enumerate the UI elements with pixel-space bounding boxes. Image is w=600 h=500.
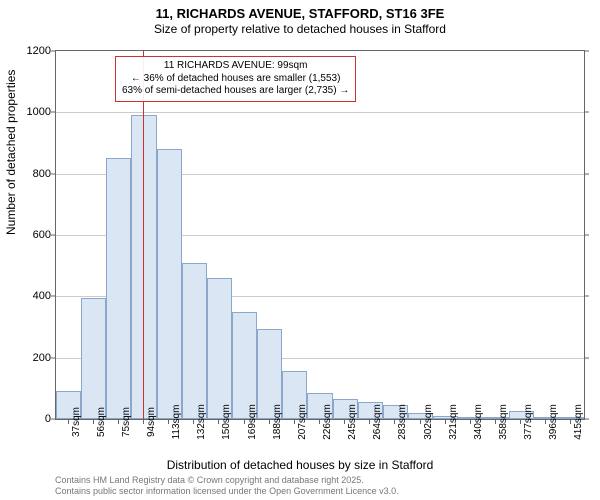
x-tick-label: 340sqm xyxy=(473,404,484,440)
x-tick-label: 169sqm xyxy=(247,404,258,440)
x-tick xyxy=(193,420,194,424)
x-tick-label: 377sqm xyxy=(523,404,534,440)
x-tick xyxy=(445,420,446,424)
plot-area xyxy=(55,50,585,420)
y-tick xyxy=(585,173,589,174)
y-tick-label: 600 xyxy=(11,229,51,241)
chart-container: 11, RICHARDS AVENUE, STAFFORD, ST16 3FE … xyxy=(0,0,600,500)
y-tick xyxy=(585,51,589,52)
x-tick-label: 396sqm xyxy=(548,404,559,440)
histogram-bar xyxy=(182,263,207,419)
x-tick xyxy=(570,420,571,424)
x-tick xyxy=(269,420,270,424)
x-tick xyxy=(394,420,395,424)
x-tick-label: 94sqm xyxy=(146,407,157,437)
y-tick xyxy=(585,296,589,297)
x-tick-label: 283sqm xyxy=(397,404,408,440)
x-tick-label: 132sqm xyxy=(196,404,207,440)
reference-line xyxy=(143,51,144,419)
y-tick-label: 400 xyxy=(11,290,51,302)
histogram-bar xyxy=(106,158,131,419)
y-tick-label: 800 xyxy=(11,168,51,180)
x-tick-label: 207sqm xyxy=(297,404,308,440)
y-tick xyxy=(51,235,55,236)
x-tick-label: 245sqm xyxy=(347,404,358,440)
y-tick-label: 200 xyxy=(11,352,51,364)
x-tick xyxy=(470,420,471,424)
y-axis-label: Number of detached properties xyxy=(4,70,18,235)
footer-line-1: Contains HM Land Registry data © Crown c… xyxy=(55,475,399,486)
y-tick xyxy=(51,419,55,420)
x-tick-label: 113sqm xyxy=(171,405,182,440)
x-tick xyxy=(143,420,144,424)
x-tick-label: 56sqm xyxy=(96,407,107,437)
chart-title: 11, RICHARDS AVENUE, STAFFORD, ST16 3FE xyxy=(0,0,600,22)
footer-attribution: Contains HM Land Registry data © Crown c… xyxy=(55,475,399,497)
y-tick xyxy=(585,235,589,236)
footer-line-2: Contains public sector information licen… xyxy=(55,486,399,497)
y-tick-label: 0 xyxy=(11,413,51,425)
y-tick xyxy=(585,112,589,113)
x-tick xyxy=(520,420,521,424)
y-tick xyxy=(51,112,55,113)
histogram-bar xyxy=(207,278,232,419)
histogram-bar xyxy=(81,298,106,419)
x-tick xyxy=(495,420,496,424)
y-tick-label: 1200 xyxy=(11,45,51,57)
annotation-line3: 63% of semi-detached houses are larger (… xyxy=(122,85,349,98)
annotation-line2: ← 36% of detached houses are smaller (1,… xyxy=(122,73,349,86)
x-tick xyxy=(420,420,421,424)
y-tick xyxy=(51,173,55,174)
x-tick xyxy=(93,420,94,424)
x-tick xyxy=(118,420,119,424)
x-tick-label: 75sqm xyxy=(121,407,132,437)
x-tick xyxy=(344,420,345,424)
x-tick-label: 302sqm xyxy=(423,404,434,440)
histogram-bar xyxy=(232,312,257,419)
y-tick-label: 1000 xyxy=(11,106,51,118)
annotation-line1: 11 RICHARDS AVENUE: 99sqm xyxy=(122,60,349,73)
x-tick-label: 226sqm xyxy=(322,404,333,440)
y-tick xyxy=(51,51,55,52)
y-tick xyxy=(585,357,589,358)
y-tick xyxy=(585,419,589,420)
histogram-bar xyxy=(131,115,156,419)
x-tick-label: 358sqm xyxy=(498,404,509,440)
x-tick-label: 415sqm xyxy=(573,404,584,440)
x-tick xyxy=(244,420,245,424)
x-tick xyxy=(218,420,219,424)
x-axis-label: Distribution of detached houses by size … xyxy=(0,458,600,472)
histogram-bar xyxy=(157,149,182,419)
x-tick xyxy=(68,420,69,424)
gridline xyxy=(56,112,584,113)
x-tick-label: 264sqm xyxy=(372,404,383,440)
x-tick-label: 188sqm xyxy=(272,404,283,440)
x-tick xyxy=(319,420,320,424)
y-tick xyxy=(51,296,55,297)
reference-annotation: 11 RICHARDS AVENUE: 99sqm ← 36% of detac… xyxy=(115,56,356,102)
x-tick xyxy=(369,420,370,424)
x-tick xyxy=(168,420,169,424)
chart-subtitle: Size of property relative to detached ho… xyxy=(0,22,600,38)
x-tick xyxy=(545,420,546,424)
x-tick-label: 37sqm xyxy=(71,407,82,437)
x-tick xyxy=(294,420,295,424)
x-tick-label: 150sqm xyxy=(221,404,232,440)
x-tick-label: 321sqm xyxy=(448,404,459,440)
y-tick xyxy=(51,357,55,358)
